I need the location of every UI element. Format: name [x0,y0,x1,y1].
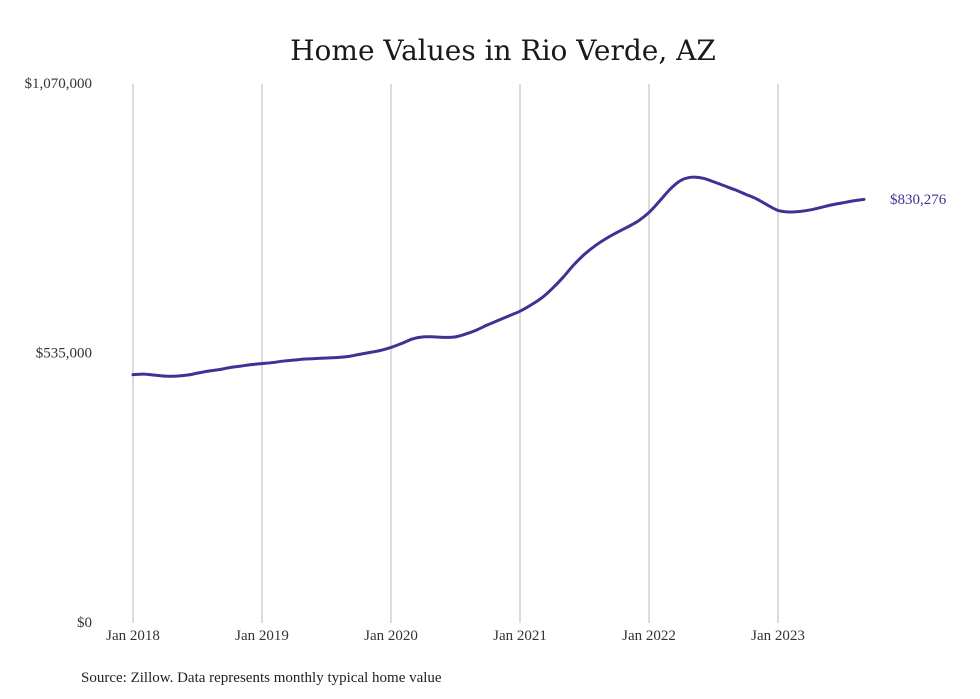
y-tick-label: $0 [77,615,92,631]
x-tick-label: Jan 2021 [493,628,547,644]
x-tick-label: Jan 2020 [364,628,418,644]
gridlines [132,84,779,623]
y-axis-tick-labels: $0 $535,000 $1,070,000 [25,76,93,631]
y-tick-label: $1,070,000 [25,76,93,92]
chart-title: Home Values in Rio Verde, AZ [290,34,716,67]
end-value-label: $830,276 [890,192,947,208]
x-tick-label: Jan 2023 [751,628,805,644]
home-value-line [131,175,866,378]
series-layer [131,175,866,378]
x-tick-label: Jan 2019 [235,628,289,644]
source-note: Source: Zillow. Data represents monthly … [81,670,442,686]
x-axis-tick-labels: Jan 2018 Jan 2019 Jan 2020 Jan 2021 Jan 2022… [106,628,805,644]
x-tick-label: Jan 2018 [106,628,160,644]
y-tick-label: $535,000 [36,346,92,362]
x-tick-label: Jan 2022 [622,628,676,644]
